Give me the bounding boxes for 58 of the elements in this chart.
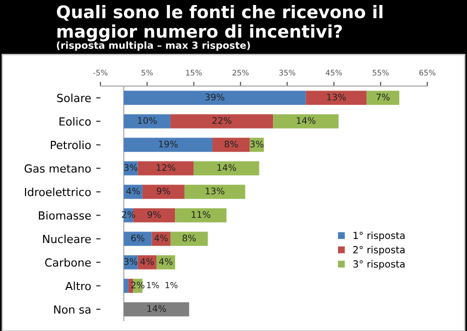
data-label: 4% (140, 258, 154, 265)
data-label: 22% (212, 117, 232, 124)
data-label: 10% (138, 117, 157, 124)
y-tick-label: Eolico (60, 117, 91, 126)
data-label: 8% (182, 234, 196, 242)
y-tick-label: Altro (65, 282, 91, 290)
legend-label: 1° risposta (354, 232, 405, 241)
bar (124, 232, 152, 246)
bar (124, 302, 190, 316)
y-tick-label: Nucleare (43, 234, 91, 244)
bar (212, 138, 250, 152)
bar (133, 208, 176, 222)
data-label: 4% (126, 188, 140, 194)
y-tick-label: Solare (57, 94, 91, 102)
data-label: 3% (250, 140, 264, 148)
bar (366, 90, 400, 105)
bar (142, 184, 184, 199)
data-label: 14% (217, 164, 236, 171)
data-label: 6% (131, 234, 144, 242)
data-label: 14% (296, 117, 316, 124)
chart-subtitle: (risposta multipla – max 3 risposte) (56, 41, 250, 51)
data-label: 4% (159, 258, 172, 265)
data-label: 3% (124, 164, 138, 171)
bar (124, 138, 212, 152)
text: 1% 1% (147, 282, 178, 288)
data-label: 13% (327, 94, 346, 100)
y-tick-label: Non sa (54, 305, 90, 314)
data-label: 9% (148, 211, 161, 218)
bar (306, 90, 367, 105)
data-label: 12% (156, 164, 176, 171)
y-tick-label: Gas metano (24, 164, 91, 173)
bar (124, 278, 128, 293)
legend-label: 3° risposta (353, 260, 405, 270)
data-label: 7% (376, 94, 390, 100)
bar (175, 208, 226, 222)
data-label: 39% (205, 94, 224, 100)
data-label: 3% (124, 258, 138, 265)
y-tick-label: Carbone (45, 258, 91, 267)
y-tick-label: Biomasse (38, 211, 91, 220)
bar (170, 114, 274, 128)
data-label: 4% (154, 234, 168, 242)
data-label: 14% (147, 305, 166, 312)
data-label: 9% (156, 188, 170, 194)
y-tick-label: Petrolio (50, 140, 91, 150)
data-label: 8% (224, 140, 238, 148)
y-tick-label: Idroelettrico (24, 188, 91, 196)
bar (124, 90, 306, 105)
chart-title: Quali sono le fonti che ricevono il maggior numero di incentivi? (56, 4, 382, 42)
data-label: 13% (206, 188, 224, 194)
bar (273, 114, 339, 128)
bar (194, 161, 260, 176)
data-label: 11% (192, 211, 210, 218)
data-label: 19% (159, 140, 178, 148)
bar (170, 232, 208, 246)
bar (184, 184, 246, 199)
legend-label: 2° risposta (353, 246, 405, 256)
bar (124, 114, 170, 128)
bar (138, 161, 194, 176)
